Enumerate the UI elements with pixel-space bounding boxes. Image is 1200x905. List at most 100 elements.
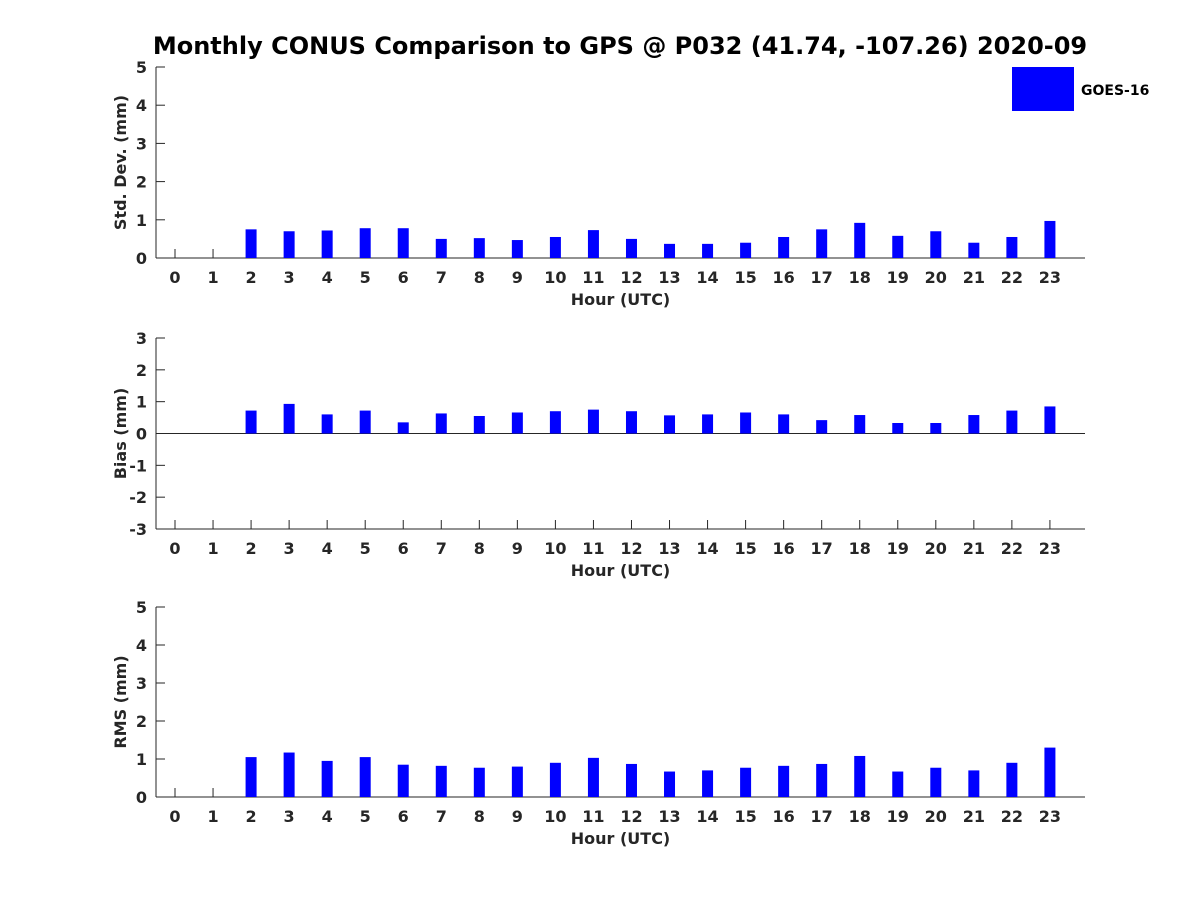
x-tick-label: 16 <box>773 807 795 826</box>
chart-title: Monthly CONUS Comparison to GPS @ P032 (… <box>153 32 1087 60</box>
bar <box>740 767 752 797</box>
y-tick-label: 0 <box>136 249 147 268</box>
x-tick-label: 10 <box>544 539 566 558</box>
bar <box>321 230 333 258</box>
bar <box>1044 406 1056 434</box>
bar <box>1044 747 1056 797</box>
bar <box>359 757 371 797</box>
y-tick-label: 1 <box>136 750 147 769</box>
x-tick-label: 11 <box>582 807 604 826</box>
bar <box>283 231 295 258</box>
x-tick-label: 21 <box>963 268 985 287</box>
bar <box>245 757 257 797</box>
bar <box>473 767 485 797</box>
x-tick-label: 11 <box>582 268 604 287</box>
legend: GOES-16 <box>1012 67 1149 111</box>
x-tick-label: 20 <box>925 268 947 287</box>
x-tick-label: 14 <box>696 268 718 287</box>
x-tick-label: 15 <box>734 539 756 558</box>
x-tick-label: 10 <box>544 807 566 826</box>
y-axis-label: Bias (mm) <box>111 388 130 480</box>
x-tick-label: 15 <box>734 268 756 287</box>
x-tick-label: 16 <box>773 268 795 287</box>
bar <box>702 243 714 258</box>
x-tick-label: 18 <box>849 268 871 287</box>
x-tick-label: 1 <box>207 539 218 558</box>
y-tick-label: 0 <box>136 425 147 444</box>
bar <box>549 762 561 797</box>
x-tick-label: 0 <box>169 539 180 558</box>
bar <box>816 763 828 797</box>
y-tick-label: 1 <box>136 393 147 412</box>
bar <box>587 230 599 258</box>
bar <box>1006 762 1018 797</box>
bar <box>740 412 752 434</box>
x-tick-label: 17 <box>811 268 833 287</box>
x-tick-label: 5 <box>360 807 371 826</box>
x-tick-label: 3 <box>284 539 295 558</box>
bar <box>702 770 714 797</box>
bar <box>778 236 790 258</box>
x-tick-label: 21 <box>963 539 985 558</box>
y-axis-label: RMS (mm) <box>111 655 130 748</box>
bar <box>892 422 904 434</box>
y-tick-label: 5 <box>136 598 147 617</box>
x-tick-label: 21 <box>963 807 985 826</box>
bar <box>283 752 295 797</box>
bar <box>511 766 523 797</box>
bar <box>549 411 561 434</box>
y-axis-label: Std. Dev. (mm) <box>111 95 130 230</box>
x-tick-label: 23 <box>1039 268 1061 287</box>
x-tick-label: 23 <box>1039 807 1061 826</box>
x-tick-label: 23 <box>1039 539 1061 558</box>
x-axis-label: Hour (UTC) <box>571 829 671 848</box>
x-tick-label: 16 <box>773 539 795 558</box>
x-tick-label: 2 <box>246 268 257 287</box>
x-tick-label: 0 <box>169 268 180 287</box>
bar <box>854 415 866 434</box>
x-tick-label: 14 <box>696 539 718 558</box>
x-tick-label: 8 <box>474 539 485 558</box>
bar <box>778 414 790 434</box>
y-tick-label: 1 <box>136 211 147 230</box>
bar <box>587 409 599 434</box>
bar <box>625 763 637 797</box>
bar <box>625 411 637 434</box>
bar <box>245 229 257 258</box>
x-tick-label: 4 <box>322 807 333 826</box>
x-tick-label: 17 <box>811 807 833 826</box>
x-tick-label: 19 <box>887 807 909 826</box>
x-tick-label: 12 <box>620 268 642 287</box>
bar <box>1044 220 1056 258</box>
bar <box>321 760 333 797</box>
bar <box>664 771 676 797</box>
y-tick-label: 3 <box>136 329 147 348</box>
bar <box>511 412 523 434</box>
bar <box>816 229 828 258</box>
bar <box>968 770 980 797</box>
bar <box>816 420 828 434</box>
x-tick-label: 10 <box>544 268 566 287</box>
bar <box>664 243 676 258</box>
x-tick-label: 3 <box>284 807 295 826</box>
bar <box>778 765 790 797</box>
legend-swatch <box>1012 67 1074 111</box>
bar <box>549 236 561 258</box>
bar <box>435 413 447 434</box>
x-tick-label: 9 <box>512 268 523 287</box>
x-tick-label: 9 <box>512 807 523 826</box>
x-tick-label: 20 <box>925 539 947 558</box>
bar <box>930 767 942 797</box>
bar <box>968 242 980 258</box>
x-axis-label: Hour (UTC) <box>571 290 671 309</box>
bar <box>740 242 752 258</box>
x-tick-label: 14 <box>696 807 718 826</box>
x-tick-label: 9 <box>512 539 523 558</box>
bar <box>359 410 371 434</box>
x-tick-label: 12 <box>620 539 642 558</box>
